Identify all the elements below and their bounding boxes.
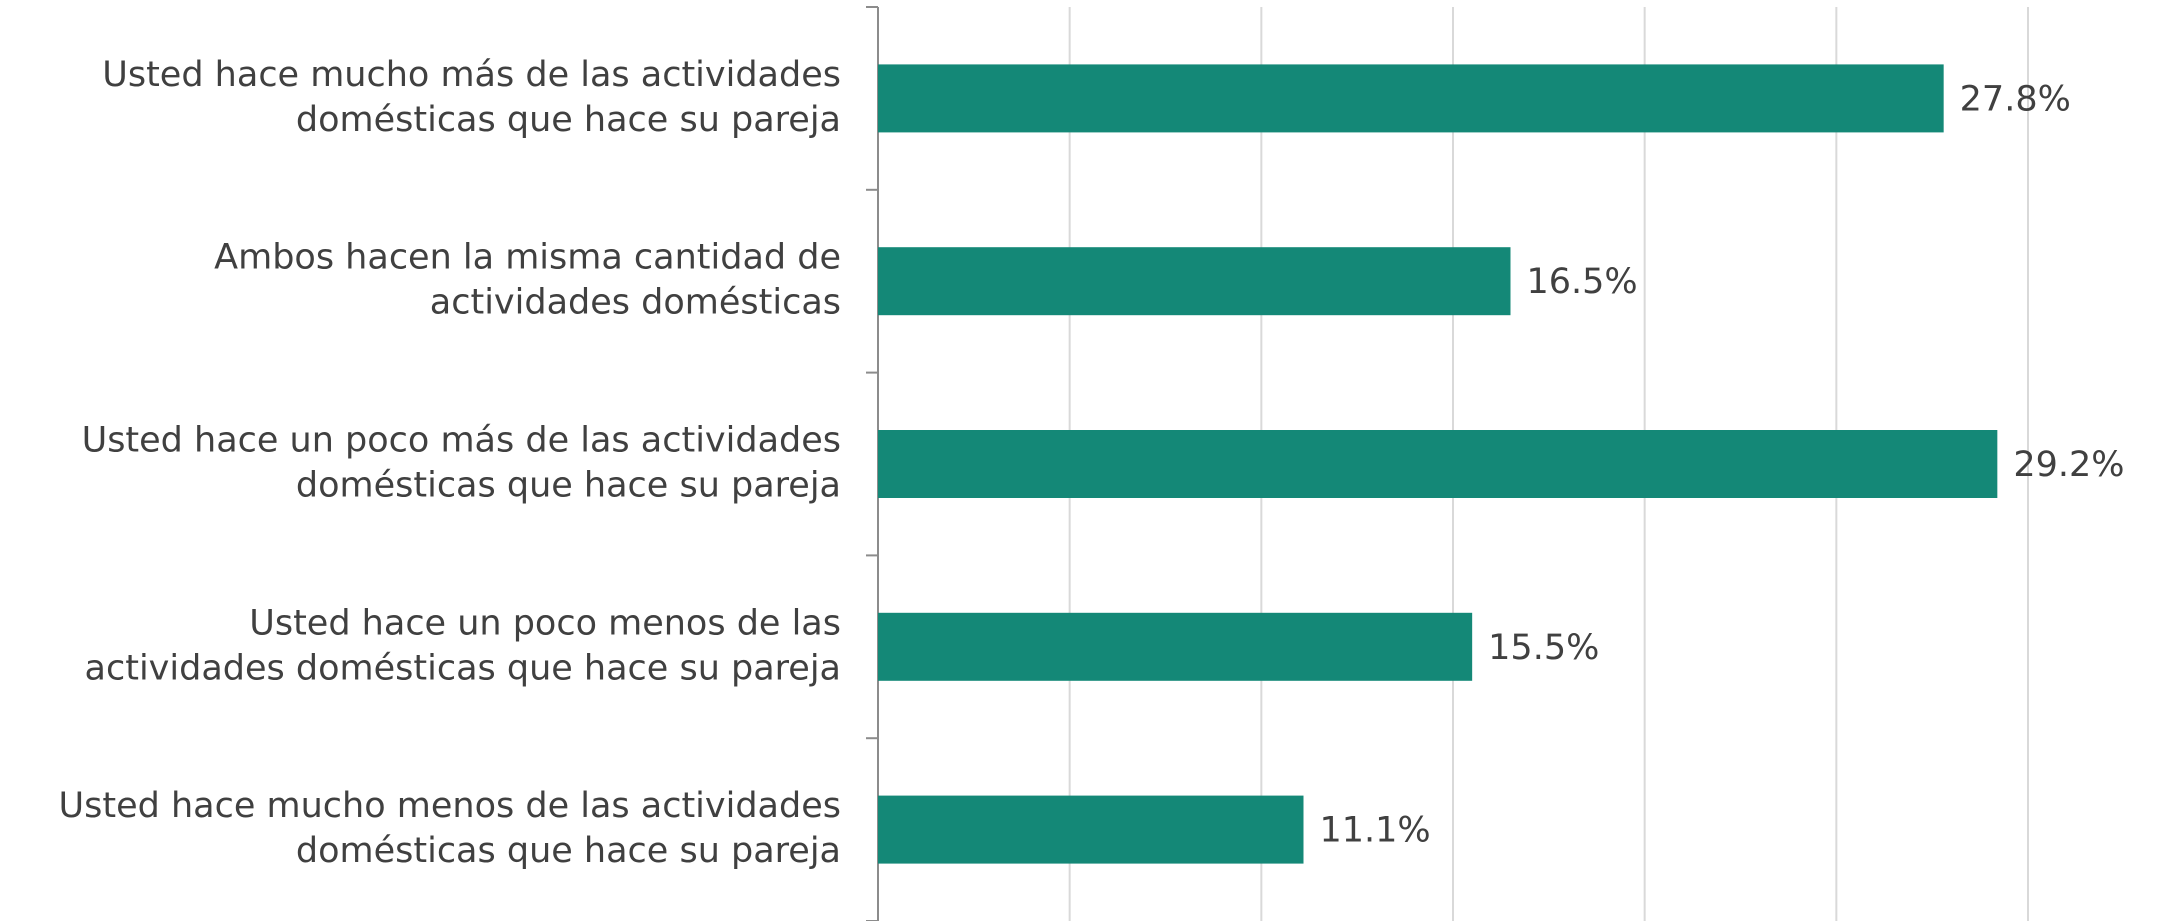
y-tick-label: Usted hace mucho más de las actividades [102,55,841,95]
y-tick-label: Ambos hacen la misma cantidad de [214,238,841,278]
bar [878,795,1304,864]
bar [878,612,1473,681]
data-label: 11.1% [1320,811,1431,851]
data-label: 15.5% [1488,628,1599,668]
data-label: 29.2% [2013,445,2124,485]
y-tick-label: Usted hace un poco menos de las [249,603,841,643]
y-tick-label: domésticas que hace su pareja [296,466,841,506]
bar [878,247,1511,316]
bar [878,430,1998,498]
bar [878,64,1944,133]
y-tick-label: Usted hace mucho menos de las actividade… [59,786,841,826]
y-tick-label: domésticas que hace su pareja [296,100,841,140]
data-label: 27.8% [1960,79,2071,119]
y-tick-label: Usted hace un poco más de las actividade… [82,421,841,461]
y-tick-label: domésticas que hace su pareja [296,831,841,871]
data-label: 16.5% [1527,262,1638,302]
y-tick-label: actividades domésticas [430,283,841,323]
y-tick-label: actividades domésticas que hace su parej… [85,648,841,688]
